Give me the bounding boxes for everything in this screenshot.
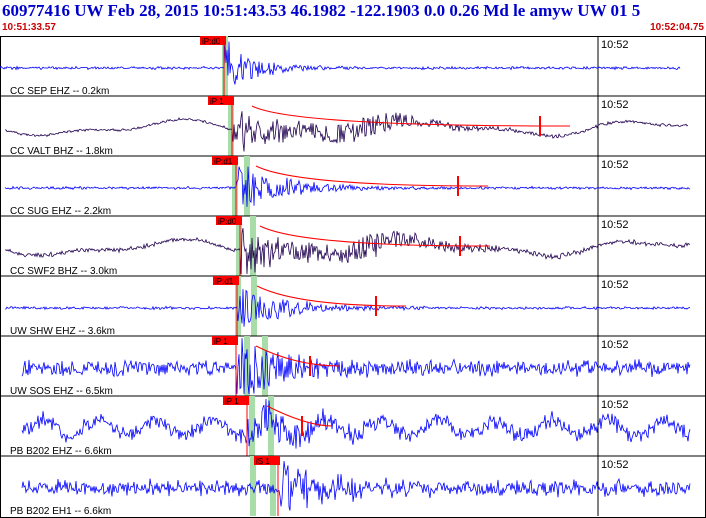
time-marker-label: 10:52: [601, 459, 629, 471]
trace-row[interactable]: iP:d1 10:52 CC SUG EHZ -- 2.2km: [0, 156, 706, 217]
time-marker-label: 10:52: [601, 339, 629, 351]
pick-label: iP 1: [214, 337, 228, 346]
coda-curve: [255, 345, 341, 367]
time-marker-label: 10:52: [601, 399, 629, 411]
station-label: CC SEP EHZ -- 0.2km: [10, 86, 109, 97]
trace-row[interactable]: iP:d0 10:52 CC SEP EHZ -- 0.2km: [0, 36, 706, 97]
pick-window: [250, 456, 256, 516]
waveform-trace: [0, 41, 681, 85]
waveform-trace: [21, 398, 691, 449]
pick-label: iP:d0: [202, 37, 221, 46]
waveform-trace: [21, 460, 691, 511]
time-marker-label: 10:52: [601, 219, 629, 231]
time-marker-label: 10:52: [601, 99, 629, 111]
trace-row[interactable]: iP:d1 10:52 UW SHW EHZ -- 3.6km: [0, 276, 706, 337]
pick-window: [232, 156, 238, 216]
pick-label-box[interactable]: [212, 336, 238, 345]
pick-label-box[interactable]: [212, 156, 238, 165]
coda-curve: [256, 285, 407, 307]
time-marker-label: 10:52: [601, 279, 629, 291]
station-label: PB B202 EH1 -- 6.6km: [10, 506, 111, 517]
time-marker-label: 10:52: [601, 159, 629, 171]
coda-curve: [259, 225, 491, 247]
pick-window: [249, 396, 255, 456]
start-time-label: 10:51:33.57: [2, 22, 56, 33]
pick-window: [222, 36, 228, 96]
trace-row[interactable]: iP 1 10:52 PB B202 EHZ -- 6.6km: [0, 396, 706, 457]
station-label: PB B202 EHZ -- 6.6km: [10, 446, 112, 457]
coda-curve: [251, 105, 571, 127]
station-label: UW SHW EHZ -- 3.6km: [10, 326, 115, 337]
pick-label-box[interactable]: [216, 216, 242, 225]
pick-window: [251, 276, 257, 336]
coda-curve: [266, 405, 333, 427]
end-time-label: 10:52:04.75: [650, 22, 704, 33]
trace-row[interactable]: iS 1 10:52 PB B202 EH1 -- 6.6km: [10, 456, 691, 517]
trace-row[interactable]: iP:d0 10:52 CC SWF2 BHZ -- 3.0km: [0, 216, 706, 277]
waveform-trace: [4, 228, 690, 275]
trace-row[interactable]: iP 1 10:52 CC VALT BHZ -- 1.8km: [0, 96, 706, 157]
coda-curve: [255, 165, 489, 187]
event-header: 60977416 UW Feb 28, 2015 10:51:43.53 46.…: [0, 0, 706, 36]
pick-window: [235, 276, 241, 336]
pick-window: [268, 396, 274, 456]
waveform-trace: [21, 338, 691, 395]
waveform-trace: [5, 111, 689, 152]
pick-window: [250, 216, 256, 276]
station-label: CC SUG EHZ -- 2.2km: [10, 206, 111, 217]
seismogram-panel[interactable]: iP:d0 10:52 CC SEP EHZ -- 0.2km iP 1 10:52 CC…: [0, 36, 706, 518]
pick-window: [262, 336, 268, 396]
event-title: 60977416 UW Feb 28, 2015 10:51:43.53 46.…: [2, 1, 641, 20]
pick-window: [244, 336, 250, 396]
pick-label: iP:d0: [218, 217, 237, 226]
waveform-trace: [4, 289, 690, 327]
pick-label-box[interactable]: [254, 456, 280, 465]
pick-label-box[interactable]: [200, 36, 226, 45]
station-label: UW SOS EHZ -- 6.5km: [10, 386, 113, 397]
pick-window: [236, 216, 242, 276]
pick-label: iP:d1: [214, 157, 233, 166]
station-label: CC VALT BHZ -- 1.8km: [10, 146, 113, 157]
trace-row[interactable]: iP 1 10:52 UW SOS EHZ -- 6.5km: [0, 336, 706, 397]
waveform-trace: [4, 166, 691, 207]
pick-label: iP 1: [210, 97, 224, 106]
pick-window: [244, 156, 250, 216]
pick-window: [228, 96, 234, 156]
time-marker-label: 10:52: [601, 39, 629, 51]
pick-label: iS 1: [256, 457, 270, 466]
pick-label: iP 1: [225, 397, 239, 406]
pick-label: iP:d1: [215, 277, 234, 286]
pick-label-box[interactable]: [213, 276, 239, 285]
pick-label-box[interactable]: [223, 396, 249, 405]
station-label: CC SWF2 BHZ -- 3.0km: [10, 266, 117, 277]
pick-label-box[interactable]: [208, 96, 234, 105]
